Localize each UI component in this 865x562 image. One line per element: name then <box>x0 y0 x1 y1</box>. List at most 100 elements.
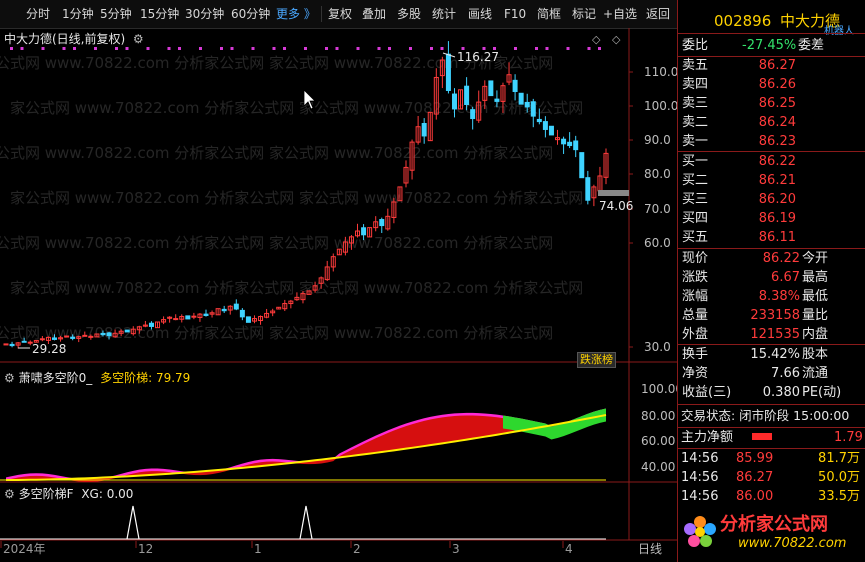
tongji-button[interactable]: 统计 <box>432 7 457 21</box>
candle-body <box>312 285 318 291</box>
low-price-label: 29.28 <box>32 342 66 356</box>
stat-row: 收益(三) 0.380 PE(动) <box>678 384 865 402</box>
candle-body <box>118 330 124 334</box>
stat-value: 15.42% <box>750 347 800 362</box>
tab-15min[interactable]: 15分钟 <box>140 7 180 21</box>
fuquan-button[interactable]: 复权 <box>328 7 353 21</box>
signal-dot <box>10 47 13 50</box>
signal-dot <box>178 47 181 50</box>
x-axis-label: 4 <box>565 542 573 556</box>
jiankuang-button[interactable]: 简框 <box>537 7 562 21</box>
stat-label-right: 股本 <box>802 347 829 362</box>
signal-dot <box>545 47 549 50</box>
signal-dot <box>535 47 538 50</box>
stock-header: 002896 中大力德 <box>714 10 840 31</box>
quote-row: 涨跌 6.67 最高 <box>678 269 865 287</box>
duogu-button[interactable]: 多股 <box>397 7 422 21</box>
main-flow-value: 1.79 <box>834 430 863 445</box>
candle-body <box>124 329 130 333</box>
candle-body <box>294 296 300 301</box>
candle-body <box>603 152 609 178</box>
candle-body <box>100 332 106 336</box>
tab-60min[interactable]: 60分钟 <box>231 7 271 21</box>
candle-body <box>415 126 421 143</box>
candle-body <box>106 332 112 337</box>
high-price-label: 116.27 <box>457 50 499 64</box>
tab-30min[interactable]: 30分钟 <box>185 7 225 21</box>
signal-dot <box>283 47 286 50</box>
candle-body <box>445 53 451 91</box>
stat-value: 0.380 <box>762 385 800 400</box>
candle-body <box>148 322 154 327</box>
candle-body <box>421 123 427 137</box>
signal-dot <box>514 47 517 50</box>
settings-icon[interactable]: ⚙ <box>4 487 15 501</box>
tab-5min[interactable]: 5分钟 <box>100 7 132 21</box>
tab-1min[interactable]: 1分钟 <box>62 7 94 21</box>
biaoji-button[interactable]: 标记 <box>572 7 597 21</box>
xg-signal-spike <box>299 505 313 540</box>
signal-dot <box>430 47 433 50</box>
signal-dot <box>41 47 45 50</box>
candle-body <box>403 166 409 184</box>
sell-row: 卖三 86.25 <box>678 95 865 113</box>
back-button[interactable]: 返回 <box>646 7 671 21</box>
indicator2-label: XG: <box>81 487 103 501</box>
concept-tag[interactable]: 机器人 <box>824 26 854 37</box>
candle-body <box>379 219 385 227</box>
tab-more[interactable]: 更多 》 <box>276 7 316 21</box>
candle-body <box>318 277 324 284</box>
candle-body <box>397 186 403 202</box>
sell-row: 卖四 86.26 <box>678 76 865 94</box>
candle-body <box>197 313 203 319</box>
rank-badge[interactable]: 跌涨榜 <box>577 352 616 368</box>
settings-icon[interactable]: ⚙ <box>4 371 15 385</box>
candle-body <box>191 315 197 318</box>
y-tick-label: 80.0 <box>644 167 671 181</box>
indicator1-value: 79.79 <box>155 371 191 385</box>
quote-value: 6.67 <box>771 270 800 285</box>
candle-body <box>348 236 354 244</box>
quote-label-right: 最低 <box>802 289 829 304</box>
candle-body <box>573 140 579 151</box>
quote-label: 外盘 <box>682 327 709 342</box>
diejia-button[interactable]: 叠加 <box>362 7 387 21</box>
tick-volume: 50.0万 <box>818 470 860 485</box>
ind1-y-tick: 60.00 <box>641 434 675 448</box>
quote-label: 涨跌 <box>682 270 709 285</box>
f10-button[interactable]: F10 <box>504 7 527 21</box>
order-price: 86.26 <box>758 77 796 92</box>
stat-label: 收益(三) <box>682 385 732 400</box>
signal-dot <box>146 47 150 50</box>
order-price: 86.22 <box>758 154 796 169</box>
settings-icon[interactable]: ⚙ <box>129 32 144 46</box>
buy-row: 买四 86.19 <box>678 210 865 228</box>
order-price: 86.19 <box>758 211 796 226</box>
logo-text: 分析家公式网 <box>720 514 828 535</box>
x-axis-label: 日线 <box>638 542 662 556</box>
candle-body <box>561 138 567 145</box>
candle-body <box>45 336 51 341</box>
quote-label-right: 今开 <box>802 251 829 266</box>
weibi-value: -27.45% <box>742 38 797 53</box>
kline-chart[interactable]: 家公式网 www.70822.com 分析家公式网 家公式网 www.70822… <box>0 28 677 562</box>
huaxian-button[interactable]: 画线 <box>468 7 493 21</box>
bull-band-red <box>6 411 606 482</box>
add-watchlist-button[interactable]: +自选 <box>603 7 638 21</box>
indicator1-label: 多空阶梯: <box>100 371 153 385</box>
quote-value: 86.22 <box>762 251 800 266</box>
signal-dot <box>73 47 76 50</box>
signal-dot <box>335 47 339 50</box>
candle-body <box>512 79 518 92</box>
watermark-text: 家公式网 www.70822.com 分析家公式网 家公式网 www.70822… <box>0 234 553 252</box>
candle-body <box>500 85 506 102</box>
candle-body <box>15 342 21 346</box>
diamond-icon: ◇ <box>592 33 601 46</box>
candle-body <box>300 293 306 301</box>
candle-body <box>58 337 64 340</box>
candle-body <box>336 248 342 256</box>
tab-fenshi[interactable]: 分时 <box>26 7 51 21</box>
candle-body <box>258 316 264 322</box>
indicator1-title-row: ⚙ 萧啸多空阶0_ 多空阶梯: 79.79 <box>4 369 190 386</box>
sell-row: 卖二 86.24 <box>678 114 865 132</box>
